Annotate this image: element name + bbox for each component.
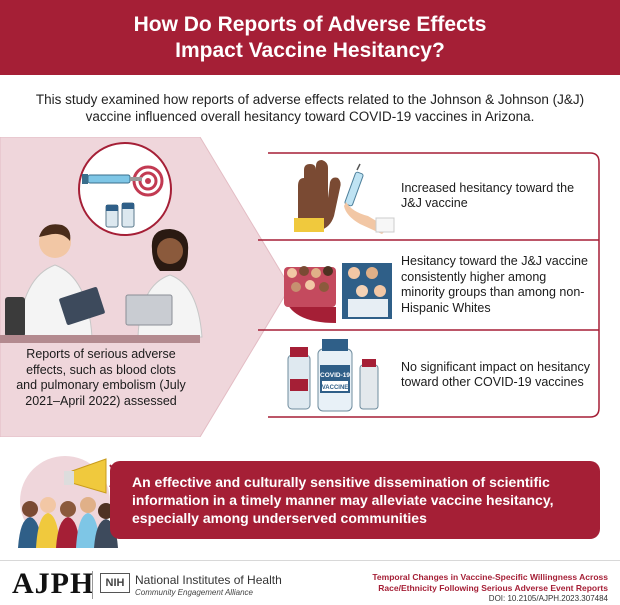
page-title-line-2: Impact Vaccine Hesitancy? (175, 38, 445, 62)
researcher-male-figure (5, 224, 105, 338)
intro-text: This study examined how reports of adver… (35, 92, 585, 124)
header-banner: How Do Reports of Adverse Effects Impact… (0, 0, 620, 75)
nih-name: National Institutes of Health (135, 573, 282, 587)
finding-1-text: Increased hesitancy toward the J&J vacci… (401, 180, 575, 211)
left-caption: Reports of serious adverse effects, such… (16, 347, 186, 408)
page-title-line-1: How Do Reports of Adverse Effects (133, 12, 487, 36)
ajph-logo: AJPH (12, 567, 95, 600)
vial-covid-label: COVID-19 (320, 372, 350, 379)
nih-subtitle: Community Engagement Alliance (135, 588, 253, 597)
nih-logo: NIH (100, 573, 130, 593)
stop-hand-syringe-icon (294, 160, 395, 234)
finding-row-2: Hesitancy toward the J&J vaccine consist… (258, 241, 600, 329)
finding-2-text: Hesitancy toward the J&J vaccine consist… (401, 254, 588, 315)
researcher-female-figure (125, 229, 203, 338)
vaccine-vials-icon: COVID-19 VACCINE (287, 339, 379, 412)
footer-divider (92, 571, 93, 599)
researchers-illustration (0, 137, 290, 437)
community-megaphone-icon (18, 456, 118, 548)
vaccine-circle-icon (78, 142, 172, 236)
diverse-crowd-icon (284, 263, 392, 323)
article-title: Temporal Changes in Vaccine-Specific Wil… (372, 572, 608, 593)
footer: AJPH NIH National Institutes of Health C… (0, 560, 620, 605)
vial-vaccine-label: VACCINE (322, 385, 349, 391)
finding-3-text: No significant impact on hesitancy towar… (401, 359, 590, 390)
finding-row-1: Increased hesitancy toward the J&J vacci… (258, 152, 600, 240)
article-doi: DOI: 10.2105/AJPH.2023.307484 (488, 594, 608, 603)
conclusion-section: An effective and culturally sensitive di… (0, 453, 620, 548)
conclusion-text: An effective and culturally sensitive di… (132, 474, 554, 526)
finding-row-3: COVID-19 VACCINE No significant impact o… (258, 331, 600, 419)
findings-frame (258, 152, 600, 418)
conclusion-banner: An effective and culturally sensitive di… (110, 461, 600, 539)
